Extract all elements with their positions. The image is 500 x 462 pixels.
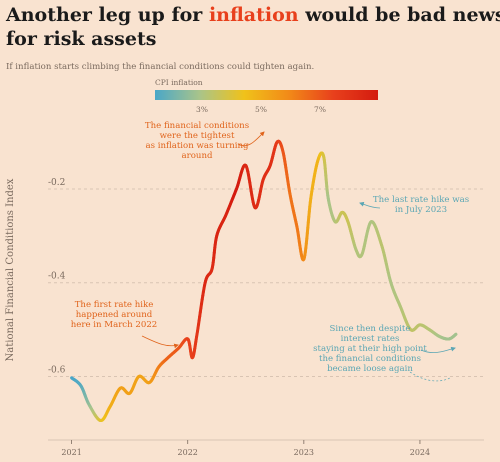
legend-tick-3: 3% <box>196 105 208 114</box>
y-axis-label: National Financial Conditions Index <box>5 178 16 361</box>
cpi-colored-line <box>70 139 458 422</box>
annotation-loose: Since then despite interest rates stayin… <box>313 324 456 382</box>
annotation-loose-curl <box>409 371 451 382</box>
y-tick-label: -0.6 <box>48 365 66 375</box>
chart-subtitle: If inflation starts climbing the financi… <box>6 62 314 72</box>
annotation-loose-arrow <box>420 346 456 354</box>
annotation-last-hike-arrow <box>359 201 381 209</box>
axis-ticks: -0.2 -0.4 -0.6 2021 2022 2023 2024 <box>48 178 430 457</box>
title-part-2: would be bad news <box>299 4 500 26</box>
title-part-1: Another leg up for <box>5 4 209 26</box>
title-highlight: inflation <box>209 4 299 26</box>
annotation-last-hike: The last rate hike was in July 2023 <box>359 195 469 215</box>
annotation-tightest-line: around <box>182 151 213 161</box>
x-tick-label: 2022 <box>178 448 198 457</box>
cpi-legend: CPI inflation 3% 5% 7% <box>155 78 378 114</box>
annotation-tightest-arrow <box>237 131 265 147</box>
legend-color-bar <box>155 90 378 100</box>
legend-title: CPI inflation <box>155 78 203 87</box>
gridlines <box>48 188 484 441</box>
annotation-first-hike-arrow <box>141 335 179 349</box>
x-tick-label: 2021 <box>61 448 81 457</box>
chart-title-line-2: for risk assets <box>6 28 156 50</box>
chart-title: Another leg up for inflation would be ba… <box>5 4 500 26</box>
annotation-first-hike-line: happened around <box>76 310 153 320</box>
legend-tick-7: 7% <box>314 105 326 114</box>
x-tick-label: 2023 <box>294 448 314 457</box>
y-tick-label: -0.4 <box>48 272 66 282</box>
annotation-tightest-line: were the tightest <box>160 131 235 141</box>
annotation-tightest-line: as inflation was turning <box>145 141 249 151</box>
annotation-loose-line: became loose again <box>327 364 413 374</box>
legend-tick-5: 5% <box>255 105 267 114</box>
annotation-first-hike-line: here in March 2022 <box>71 320 158 330</box>
annotation-last-hike-line: in July 2023 <box>395 205 447 215</box>
annotation-tightest: The financial conditions were the tighte… <box>145 121 265 161</box>
x-tick-label: 2024 <box>410 448 430 457</box>
annotation-loose-line: the financial conditions <box>319 354 421 364</box>
annotation-first-hike: The first rate hike happened around here… <box>71 300 179 349</box>
annotation-loose-line: interest rates <box>341 334 400 344</box>
annotation-last-hike-line: The last rate hike was <box>373 195 469 205</box>
annotation-loose-line: Since then despite <box>330 324 411 334</box>
annotation-first-hike-line: The first rate hike <box>75 300 154 310</box>
annotation-tightest-line: The financial conditions <box>145 121 249 131</box>
annotation-loose-line: staying at their high point <box>313 344 427 354</box>
y-tick-label: -0.2 <box>48 178 65 188</box>
